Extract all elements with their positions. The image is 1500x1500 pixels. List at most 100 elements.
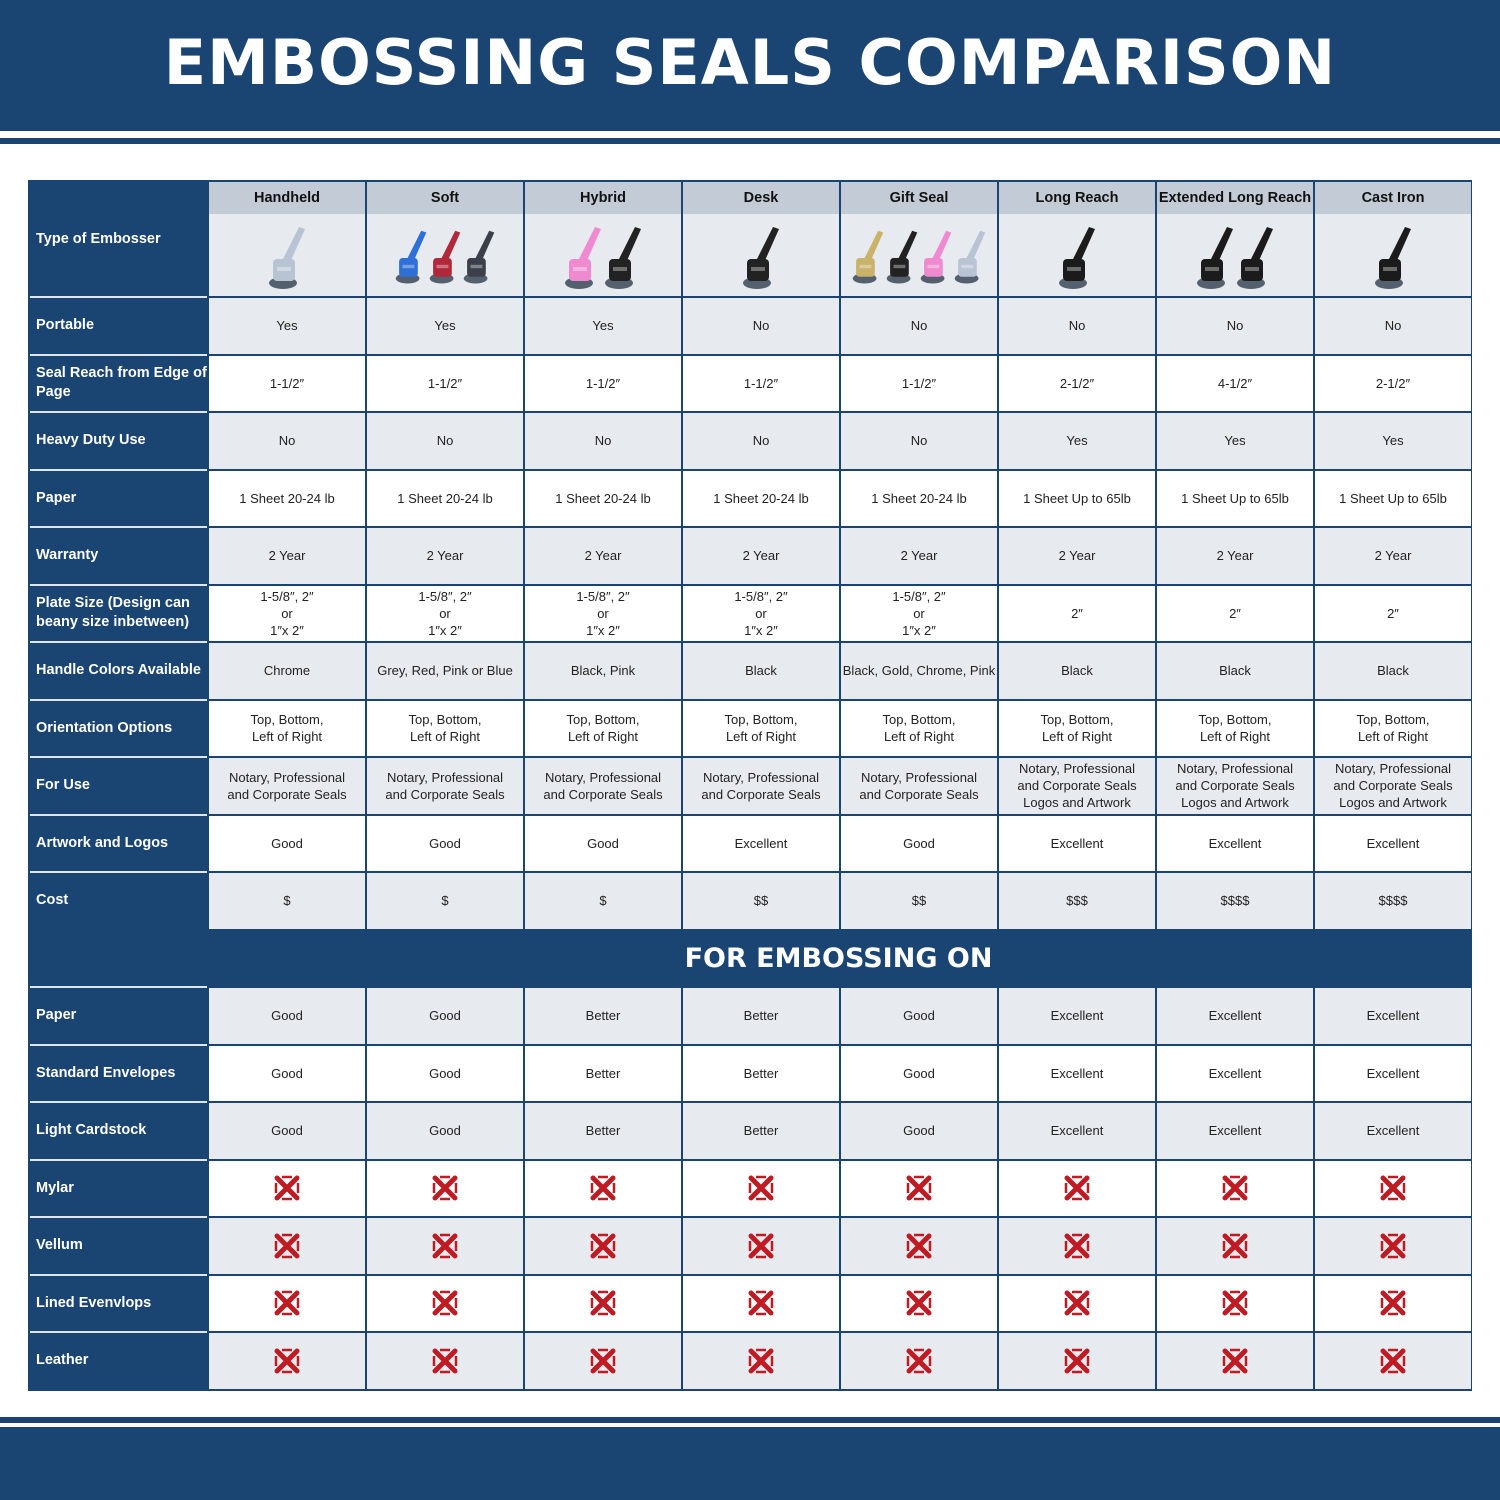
table-cell: Notary, Professional and Corporate Seals	[523, 758, 681, 814]
table-cell: 1-5/8″, 2″ or 1″x 2″	[207, 585, 365, 641]
table-cell: Better	[523, 1103, 681, 1159]
table-cell	[1155, 1218, 1313, 1274]
table-row: Seal Reach from Edge of Page 1-1/2″ 1-1/2″…	[30, 353, 1471, 411]
row-label: Seal Reach from Edge of Page	[30, 353, 207, 411]
table-cell: Yes	[1155, 413, 1313, 469]
table-cell: No	[839, 413, 997, 469]
table-cell: Chrome	[207, 643, 365, 699]
table-cell: Excellent	[1155, 988, 1313, 1044]
x-icon	[1380, 1348, 1406, 1374]
table-cell: Black, Gold, Chrome, Pink	[839, 643, 997, 699]
table-cell	[1313, 1160, 1471, 1216]
table-cell: 1 Sheet Up to 65lb	[1313, 470, 1471, 526]
x-icon	[1064, 1290, 1090, 1316]
row-label: For Use	[30, 756, 207, 814]
row-label: Light Cardstock	[30, 1101, 207, 1159]
table-cell: Notary, Professional and Corporate Seals…	[1155, 758, 1313, 814]
x-icon	[590, 1348, 616, 1374]
row-label: Leather	[30, 1331, 207, 1389]
table-cell: Notary, Professional and Corporate Seals…	[1313, 758, 1471, 814]
black-cast-iron-embosser-image	[1315, 214, 1471, 296]
table-cell	[681, 1160, 839, 1216]
column-name: Handheld	[209, 182, 365, 214]
table-cell: Good	[365, 1103, 523, 1159]
table-cell: 1-5/8″, 2″ or 1″x 2″	[365, 585, 523, 641]
x-icon	[1380, 1233, 1406, 1259]
table-cell: 2-1/2″	[997, 355, 1155, 411]
table-cell: 1-1/2″	[839, 355, 997, 411]
table-cell	[523, 1333, 681, 1389]
table-cell	[365, 1275, 523, 1331]
x-icon	[274, 1175, 300, 1201]
table-cell	[207, 1333, 365, 1389]
table-cell: $$$$	[1313, 873, 1471, 929]
table-cell: No	[365, 413, 523, 469]
table-cell: 4-1/2″	[1155, 355, 1313, 411]
table-cell: Excellent	[997, 1103, 1155, 1159]
x-icon	[1222, 1175, 1248, 1201]
table-cell: Yes	[997, 413, 1155, 469]
x-icon	[906, 1233, 932, 1259]
table-cell: Good	[207, 815, 365, 871]
x-icon	[432, 1290, 458, 1316]
table-cell: Top, Bottom, Left of Right	[523, 700, 681, 756]
table-cell: Top, Bottom, Left of Right	[681, 700, 839, 756]
table-cell: 1 Sheet 20-24 lb	[681, 470, 839, 526]
table-cell: $	[523, 873, 681, 929]
column-header: Long Reach	[997, 182, 1155, 296]
table-cell: Excellent	[1313, 988, 1471, 1044]
x-icon	[1222, 1290, 1248, 1316]
row-label: Standard Envelopes	[30, 1043, 207, 1101]
table-cell: $$$	[997, 873, 1155, 929]
table-cell: Good	[839, 1045, 997, 1101]
table-cell: 1 Sheet Up to 65lb	[1155, 470, 1313, 526]
table-cell: $	[207, 873, 365, 929]
table-cell: 2″	[1313, 585, 1471, 641]
x-icon	[432, 1348, 458, 1374]
table-cell	[1155, 1160, 1313, 1216]
table-cell: No	[523, 413, 681, 469]
table-cell: Black	[997, 643, 1155, 699]
table-cell: Top, Bottom, Left of Right	[365, 700, 523, 756]
row-label: Orientation Options	[30, 698, 207, 756]
column-name: Hybrid	[525, 182, 681, 214]
table-row: Heavy Duty Use No No No No No Yes Yes Yes	[30, 411, 1471, 469]
row-label: Warranty	[30, 526, 207, 584]
x-icon	[1380, 1290, 1406, 1316]
table-cell: Black	[1155, 643, 1313, 699]
table-row: Orientation Options Top, Bottom, Left of …	[30, 698, 1471, 756]
row-label: Paper	[30, 468, 207, 526]
table-cell: Good	[839, 1103, 997, 1159]
table-cell: Black, Pink	[523, 643, 681, 699]
x-icon	[274, 1290, 300, 1316]
x-icon	[590, 1175, 616, 1201]
x-icon	[906, 1175, 932, 1201]
black-long-reach-embosser-image	[999, 214, 1155, 296]
table-cell	[365, 1160, 523, 1216]
table-cell: 2 Year	[1155, 528, 1313, 584]
table-cell: 1-1/2″	[681, 355, 839, 411]
table-cell	[1155, 1275, 1313, 1331]
column-header: Handheld	[207, 182, 365, 296]
table-cell	[839, 1218, 997, 1274]
table-row: Lined Evenvlops	[30, 1273, 1471, 1331]
table-cell	[839, 1333, 997, 1389]
table-cell: 2 Year	[997, 528, 1155, 584]
table-cell: $$	[839, 873, 997, 929]
x-icon	[748, 1348, 774, 1374]
table-cell	[997, 1333, 1155, 1389]
table-cell: Notary, Professional and Corporate Seals	[839, 758, 997, 814]
table-cell	[1313, 1218, 1471, 1274]
table-cell: 1-1/2″	[207, 355, 365, 411]
table-cell: Excellent	[1155, 1045, 1313, 1101]
table-cell	[1313, 1275, 1471, 1331]
column-header: Extended Long Reach	[1155, 182, 1313, 296]
x-icon	[1064, 1348, 1090, 1374]
table-cell: 1-5/8″, 2″ or 1″x 2″	[839, 585, 997, 641]
table-cell	[523, 1275, 681, 1331]
page-title: EMBOSSING SEALS COMPARISON	[163, 26, 1337, 99]
table-row: Handle Colors Available Chrome Grey, Red, …	[30, 641, 1471, 699]
row-label: Mylar	[30, 1158, 207, 1216]
chrome-handheld-embosser-image	[209, 214, 365, 296]
table-row: Paper Good Good Better Better Good Excellent Ex…	[30, 986, 1471, 1044]
